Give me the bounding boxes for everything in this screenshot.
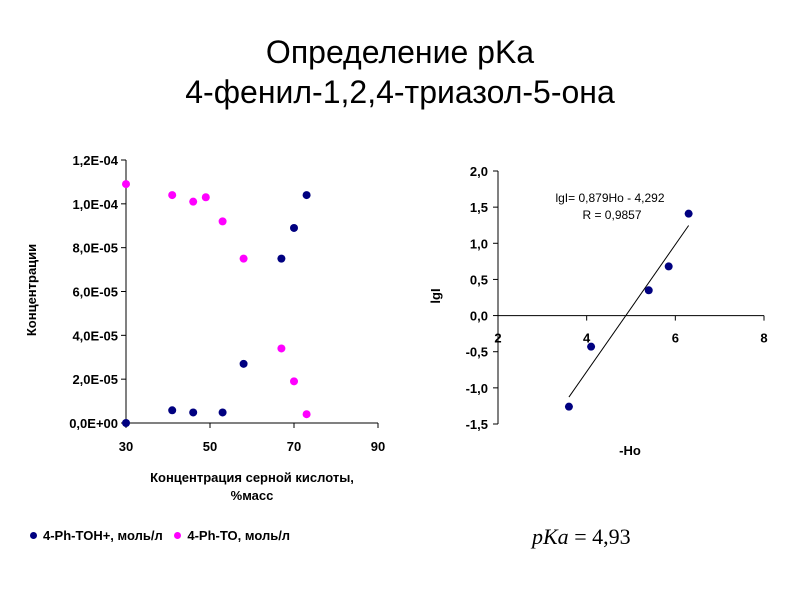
concentration-chart-ylabel: Концентрации — [24, 244, 39, 336]
concentration-chart-point-series2 — [201, 193, 210, 202]
concentration-chart-xlabel-line2: %масс — [231, 488, 274, 503]
concentration-chart-point-series2 — [189, 197, 198, 206]
pka-symbol: pKa — [532, 524, 569, 549]
concentration-chart-x-tick-label: 90 — [371, 439, 385, 454]
pka-value: = 4,93 — [568, 524, 631, 549]
legend-item-series1: 4-Ph-TOH+, моль/л — [30, 528, 166, 543]
concentration-chart-point-series1 — [218, 408, 227, 417]
concentration-chart-y-tick-label: 4,0E-05 — [72, 328, 118, 343]
slide-title: Определение pKa 4-фенил-1,2,4-триазол-5-… — [0, 32, 800, 112]
concentration-chart-point-series1 — [302, 191, 311, 200]
concentration-chart-point-series1 — [277, 254, 286, 263]
legend-label-series1: 4-Ph-TOH+, моль/л — [43, 528, 163, 543]
slide-title-line2: 4-фенил-1,2,4-триазол-5-она — [185, 74, 615, 110]
concentration-chart-point-series2 — [218, 217, 227, 226]
concentration-chart-labels: Концентрации Концентрация серной кислоты… — [24, 244, 354, 503]
pka-result: pKa = 4,93 — [532, 524, 631, 550]
legend-item-series2: 4-Ph-TO, моль/л — [174, 528, 290, 543]
concentration-chart-point-series2 — [302, 410, 311, 419]
concentration-chart-y-tick-label: 1,0E-04 — [72, 197, 118, 212]
legend-marker-series1 — [30, 532, 37, 539]
concentration-chart-point-series2 — [168, 191, 177, 200]
concentration-chart-x-tick-label: 30 — [119, 439, 133, 454]
chart-legend: 4-Ph-TOH+, моль/л 4-Ph-TO, моль/л — [30, 528, 298, 543]
concentration-chart-xlabel-line1: Концентрация серной кислоты, — [150, 470, 354, 485]
slide-title-line1: Определение pKa — [265, 34, 535, 70]
concentration-chart-point-series1 — [290, 223, 298, 232]
legend-marker-series2 — [174, 532, 182, 539]
concentration-chart-point-series1 — [189, 408, 198, 417]
concentration-chart-y-tick-label: 6,0E-05 — [72, 285, 118, 300]
concentration-chart-y-tick-label: 2,0E-05 — [72, 372, 118, 387]
concentration-chart-point-series2 — [239, 254, 248, 263]
concentration-chart-y-tick-label: 1,2E-04 — [72, 153, 118, 168]
concentration-chart-point-series1 — [239, 359, 248, 368]
concentration-chart-marks — [122, 180, 311, 427]
concentration-chart-x-tick-label: 50 — [203, 439, 217, 454]
concentration-chart-y-tick-label: 0,0E+00 — [69, 416, 118, 431]
concentration-chart-point-series2 — [122, 180, 130, 189]
concentration-chart-point-series1 — [122, 419, 130, 427]
concentration-chart-point-series2 — [290, 377, 298, 386]
concentration-chart-point-series1 — [168, 406, 177, 415]
concentration-chart-y-tick-label: 8,0E-05 — [72, 241, 118, 256]
legend-label-series2: 4-Ph-TO, моль/л — [187, 528, 291, 543]
concentration-chart-point-series2 — [277, 344, 286, 353]
concentration-chart-x-tick-label: 70 — [287, 439, 301, 454]
concentration-chart-axes: 0,0E+00 2,0E-05 4,0E-05 6,0E-05 8,0E-05 1,0E-… — [69, 153, 385, 454]
